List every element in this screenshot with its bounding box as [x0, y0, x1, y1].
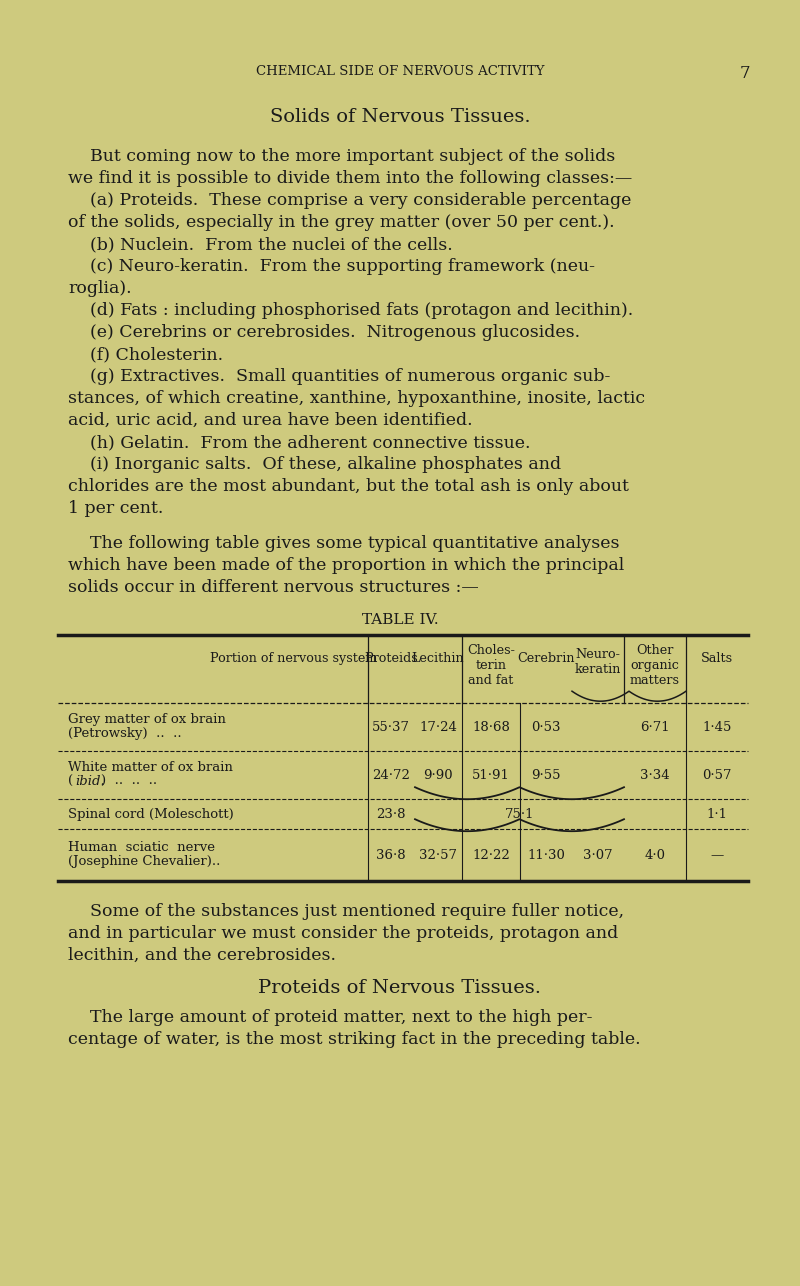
- Text: (Petrowsky)  ..  ..: (Petrowsky) .. ..: [68, 727, 182, 739]
- Text: 3·34: 3·34: [640, 769, 670, 782]
- Text: 9·55: 9·55: [531, 769, 561, 782]
- Text: 1·45: 1·45: [702, 720, 732, 734]
- Text: CHEMICAL SIDE OF NERVOUS ACTIVITY: CHEMICAL SIDE OF NERVOUS ACTIVITY: [256, 66, 544, 78]
- Text: 24·72: 24·72: [372, 769, 410, 782]
- Text: acid, uric acid, and urea have been identified.: acid, uric acid, and urea have been iden…: [68, 412, 473, 430]
- Text: Other
organic
matters: Other organic matters: [630, 644, 680, 687]
- Text: (g) Extractives.  Small quantities of numerous organic sub-: (g) Extractives. Small quantities of num…: [68, 368, 610, 385]
- Text: which have been made of the proportion in which the principal: which have been made of the proportion i…: [68, 557, 624, 575]
- Text: ibid.: ibid.: [75, 774, 105, 788]
- Text: of the solids, especially in the grey matter (over 50 per cent.).: of the solids, especially in the grey ma…: [68, 213, 614, 231]
- Text: Neuro-
keratin: Neuro- keratin: [575, 648, 621, 676]
- Text: )  ..  ..  ..: ) .. .. ..: [101, 774, 157, 788]
- Text: The large amount of proteid matter, next to the high per-: The large amount of proteid matter, next…: [68, 1010, 593, 1026]
- Text: solids occur in different nervous structures :—: solids occur in different nervous struct…: [68, 579, 478, 597]
- Text: Portion of nervous system: Portion of nervous system: [210, 652, 378, 665]
- Text: TABLE IV.: TABLE IV.: [362, 613, 438, 628]
- Text: 0·57: 0·57: [702, 769, 732, 782]
- Text: 4·0: 4·0: [645, 849, 666, 862]
- Text: 51·91: 51·91: [472, 769, 510, 782]
- Text: centage of water, is the most striking fact in the preceding table.: centage of water, is the most striking f…: [68, 1031, 641, 1048]
- Text: 6·71: 6·71: [640, 720, 670, 734]
- Text: (h) Gelatin.  From the adherent connective tissue.: (h) Gelatin. From the adherent connectiv…: [68, 433, 530, 451]
- Text: chlorides are the most abundant, but the total ash is only about: chlorides are the most abundant, but the…: [68, 478, 629, 495]
- Text: Lecithin: Lecithin: [412, 652, 464, 665]
- Text: stances, of which creatine, xanthine, hypoxanthine, inosite, lactic: stances, of which creatine, xanthine, hy…: [68, 390, 645, 406]
- Text: 23·8: 23·8: [376, 808, 406, 820]
- Text: Cerebrin: Cerebrin: [518, 652, 574, 665]
- Text: Some of the substances just mentioned require fuller notice,: Some of the substances just mentioned re…: [68, 903, 624, 921]
- Text: (: (: [68, 774, 73, 788]
- Text: The following table gives some typical quantitative analyses: The following table gives some typical q…: [68, 535, 619, 552]
- Text: (f) Cholesterin.: (f) Cholesterin.: [68, 346, 223, 363]
- Text: 17·24: 17·24: [419, 720, 457, 734]
- Text: and in particular we must consider the proteids, protagon and: and in particular we must consider the p…: [68, 925, 618, 943]
- Text: 7: 7: [740, 66, 750, 82]
- Text: Human  sciatic  nerve: Human sciatic nerve: [68, 841, 215, 854]
- Text: (e) Cerebrins or cerebrosides.  Nitrogenous glucosides.: (e) Cerebrins or cerebrosides. Nitrogeno…: [68, 324, 580, 341]
- Text: (Josephine Chevalier)..: (Josephine Chevalier)..: [68, 855, 220, 868]
- Text: roglia).: roglia).: [68, 280, 132, 297]
- Text: Proteids of Nervous Tissues.: Proteids of Nervous Tissues.: [258, 979, 542, 997]
- Text: we find it is possible to divide them into the following classes:—: we find it is possible to divide them in…: [68, 170, 632, 186]
- Text: (i) Inorganic salts.  Of these, alkaline phosphates and: (i) Inorganic salts. Of these, alkaline …: [68, 457, 561, 473]
- Text: Proteids: Proteids: [364, 652, 418, 665]
- Text: But coming now to the more important subject of the solids: But coming now to the more important sub…: [68, 148, 615, 165]
- Text: 1·1: 1·1: [706, 808, 727, 820]
- Text: 3·07: 3·07: [583, 849, 613, 862]
- Text: Spinal cord (Moleschott): Spinal cord (Moleschott): [68, 808, 234, 820]
- Text: 55·37: 55·37: [372, 720, 410, 734]
- Text: White matter of ox brain: White matter of ox brain: [68, 761, 233, 774]
- Text: Grey matter of ox brain: Grey matter of ox brain: [68, 712, 226, 725]
- Text: (d) Fats : including phosphorised fats (protagon and lecithin).: (d) Fats : including phosphorised fats (…: [68, 302, 634, 319]
- Text: 36·8: 36·8: [376, 849, 406, 862]
- Text: 9·90: 9·90: [423, 769, 453, 782]
- Text: lecithin, and the cerebrosides.: lecithin, and the cerebrosides.: [68, 948, 336, 964]
- Text: Solids of Nervous Tissues.: Solids of Nervous Tissues.: [270, 108, 530, 126]
- Text: 0·53: 0·53: [531, 720, 561, 734]
- Text: 1 per cent.: 1 per cent.: [68, 500, 163, 517]
- Text: —: —: [710, 849, 724, 862]
- Text: Choles-
terin
and fat: Choles- terin and fat: [467, 644, 515, 687]
- Text: (a) Proteids.  These comprise a very considerable percentage: (a) Proteids. These comprise a very cons…: [68, 192, 631, 210]
- Text: (c) Neuro-keratin.  From the supporting framework (neu-: (c) Neuro-keratin. From the supporting f…: [68, 258, 595, 275]
- Text: Salts: Salts: [701, 652, 733, 665]
- Text: (b) Nuclein.  From the nuclei of the cells.: (b) Nuclein. From the nuclei of the cell…: [68, 237, 453, 253]
- Text: 75·1: 75·1: [505, 808, 534, 820]
- Text: 12·22: 12·22: [472, 849, 510, 862]
- Text: 11·30: 11·30: [527, 849, 565, 862]
- Text: 18·68: 18·68: [472, 720, 510, 734]
- Text: 32·57: 32·57: [419, 849, 457, 862]
